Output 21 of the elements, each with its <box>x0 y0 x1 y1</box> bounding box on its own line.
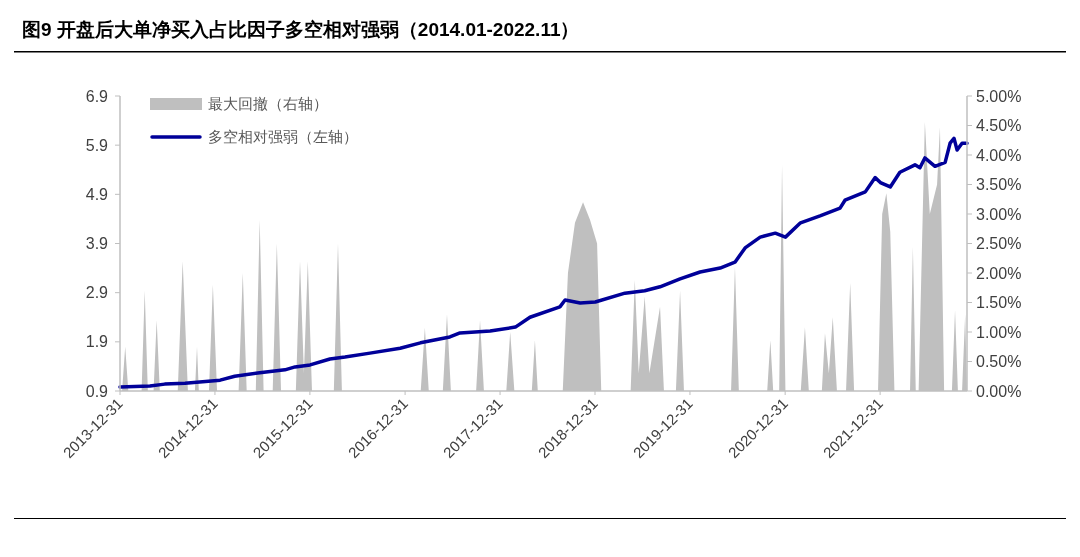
y2-tick-label: 0.00% <box>976 382 1022 400</box>
y2-tick-label: 4.00% <box>976 146 1022 164</box>
y2-tick-label: 3.00% <box>976 205 1022 223</box>
y-tick-label: 4.9 <box>85 185 109 203</box>
y2-tick-label: 0.50% <box>976 353 1022 371</box>
y-tick-label: 0.9 <box>85 382 109 400</box>
y2-tick-label: 2.00% <box>976 264 1022 282</box>
y-tick-label: 5.9 <box>85 136 109 154</box>
y2-tick-label: 5.00% <box>976 87 1022 105</box>
legend-label: 多空相对强弱（左轴） <box>208 128 358 147</box>
y2-tick-label: 3.50% <box>976 176 1022 194</box>
y2-tick-label: 1.50% <box>976 294 1022 312</box>
chart-title: 图9 开盘后大单净买入占比因子多空相对强弱（2014.01-2022.11） <box>22 19 580 40</box>
legend-label: 最大回撤（右轴） <box>208 95 328 114</box>
y2-tick-label: 1.00% <box>976 323 1022 341</box>
y-tick-label: 3.9 <box>85 235 109 253</box>
y2-tick-label: 2.50% <box>976 235 1022 253</box>
y-tick-label: 1.9 <box>85 333 109 351</box>
y2-tick-label: 4.50% <box>976 117 1022 135</box>
y-tick-label: 2.9 <box>85 284 109 302</box>
y-tick-label: 6.9 <box>85 87 109 105</box>
